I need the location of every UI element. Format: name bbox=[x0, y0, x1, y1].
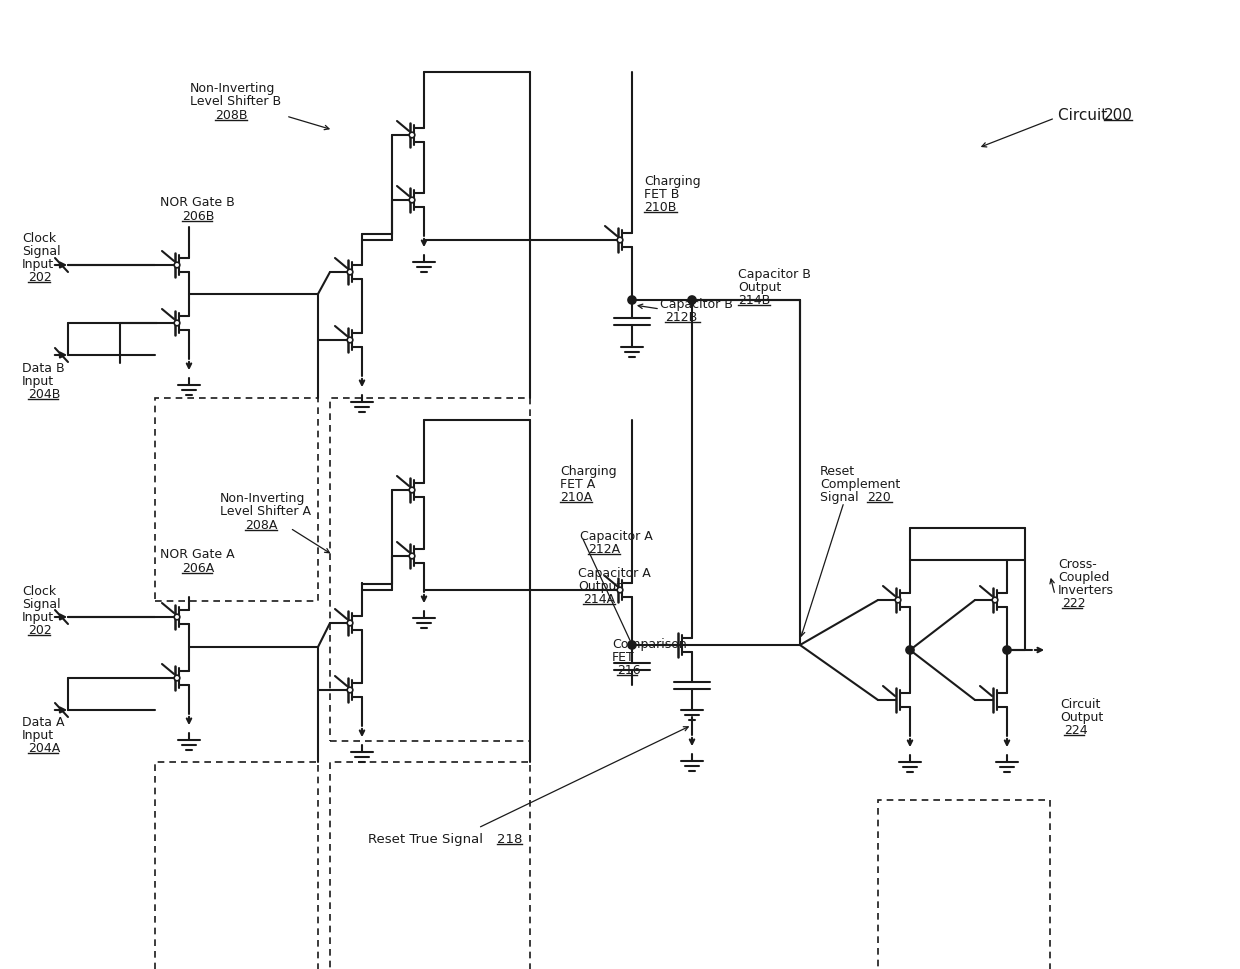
Text: 202: 202 bbox=[29, 271, 52, 284]
Circle shape bbox=[895, 597, 900, 603]
Circle shape bbox=[409, 132, 415, 138]
Text: 210A: 210A bbox=[560, 491, 593, 504]
Circle shape bbox=[174, 320, 180, 326]
Text: 220: 220 bbox=[867, 491, 890, 504]
Circle shape bbox=[992, 597, 998, 603]
Text: 204B: 204B bbox=[29, 388, 61, 401]
Text: Capacitor A: Capacitor A bbox=[578, 567, 651, 580]
Text: 206A: 206A bbox=[182, 562, 215, 575]
Bar bbox=[330, 762, 529, 969]
Text: Inverters: Inverters bbox=[1058, 584, 1114, 597]
Circle shape bbox=[174, 675, 180, 681]
Text: 218: 218 bbox=[497, 833, 522, 846]
Text: Cross-: Cross- bbox=[1058, 558, 1096, 571]
Text: Data A: Data A bbox=[22, 716, 64, 729]
Circle shape bbox=[347, 269, 353, 275]
Text: Capacitor B: Capacitor B bbox=[738, 268, 811, 281]
Text: Circuit: Circuit bbox=[1060, 698, 1100, 711]
Circle shape bbox=[347, 620, 353, 626]
Circle shape bbox=[347, 337, 353, 343]
Text: 214A: 214A bbox=[583, 593, 615, 606]
Text: Capacitor B: Capacitor B bbox=[660, 298, 733, 311]
Circle shape bbox=[174, 614, 180, 620]
Circle shape bbox=[1003, 646, 1011, 654]
Circle shape bbox=[409, 553, 415, 559]
Bar bbox=[878, 800, 1050, 969]
Text: Output: Output bbox=[1060, 711, 1104, 724]
Text: 224: 224 bbox=[1064, 724, 1087, 737]
Circle shape bbox=[627, 296, 636, 304]
Text: NOR Gate A: NOR Gate A bbox=[160, 548, 234, 561]
Text: Charging: Charging bbox=[560, 465, 616, 478]
Text: 212A: 212A bbox=[588, 543, 620, 556]
Text: 210B: 210B bbox=[644, 201, 676, 214]
Circle shape bbox=[174, 263, 180, 267]
Circle shape bbox=[688, 296, 696, 304]
Text: Input: Input bbox=[22, 258, 55, 271]
Text: FET B: FET B bbox=[644, 188, 680, 201]
Bar bbox=[330, 398, 529, 741]
Circle shape bbox=[347, 687, 353, 693]
Text: 216: 216 bbox=[618, 664, 641, 677]
Text: 208B: 208B bbox=[215, 109, 248, 122]
Text: Signal: Signal bbox=[22, 245, 61, 258]
Text: Non-Inverting: Non-Inverting bbox=[219, 492, 305, 505]
Text: 206B: 206B bbox=[182, 210, 215, 223]
Text: Input: Input bbox=[22, 375, 55, 388]
Text: Clock: Clock bbox=[22, 585, 56, 598]
Text: 208A: 208A bbox=[246, 519, 278, 532]
Text: Reset: Reset bbox=[820, 465, 856, 478]
Circle shape bbox=[409, 198, 415, 203]
Text: FET: FET bbox=[613, 651, 635, 664]
Text: FET A: FET A bbox=[560, 478, 595, 491]
Text: 200: 200 bbox=[1104, 108, 1133, 123]
Text: Output: Output bbox=[578, 580, 621, 593]
Text: 214B: 214B bbox=[738, 294, 770, 307]
Text: Complement: Complement bbox=[820, 478, 900, 491]
Circle shape bbox=[627, 641, 636, 649]
Circle shape bbox=[906, 646, 914, 654]
Text: Signal: Signal bbox=[22, 598, 61, 611]
Circle shape bbox=[618, 237, 622, 243]
Text: Circuit: Circuit bbox=[1058, 108, 1112, 123]
Text: Signal: Signal bbox=[820, 491, 863, 504]
Text: Data B: Data B bbox=[22, 362, 64, 375]
Text: 222: 222 bbox=[1061, 597, 1086, 610]
Text: Coupled: Coupled bbox=[1058, 571, 1110, 584]
Text: Input: Input bbox=[22, 729, 55, 742]
Text: Non-Inverting: Non-Inverting bbox=[190, 82, 275, 95]
Text: 212B: 212B bbox=[665, 311, 697, 324]
Text: Charging: Charging bbox=[644, 175, 701, 188]
Circle shape bbox=[618, 587, 622, 593]
Text: Level Shifter A: Level Shifter A bbox=[219, 505, 311, 518]
Text: NOR Gate B: NOR Gate B bbox=[160, 196, 234, 209]
Circle shape bbox=[409, 487, 415, 493]
Text: Comparison: Comparison bbox=[613, 638, 687, 651]
Text: Level Shifter B: Level Shifter B bbox=[190, 95, 281, 108]
Text: 202: 202 bbox=[29, 624, 52, 637]
Bar bbox=[155, 762, 317, 969]
Text: 204A: 204A bbox=[29, 742, 61, 755]
Text: Clock: Clock bbox=[22, 232, 56, 245]
Text: Reset True Signal: Reset True Signal bbox=[368, 833, 487, 846]
Text: Output: Output bbox=[738, 281, 781, 294]
Text: Input: Input bbox=[22, 611, 55, 624]
Text: Capacitor A: Capacitor A bbox=[580, 530, 652, 543]
Bar bbox=[155, 398, 317, 601]
